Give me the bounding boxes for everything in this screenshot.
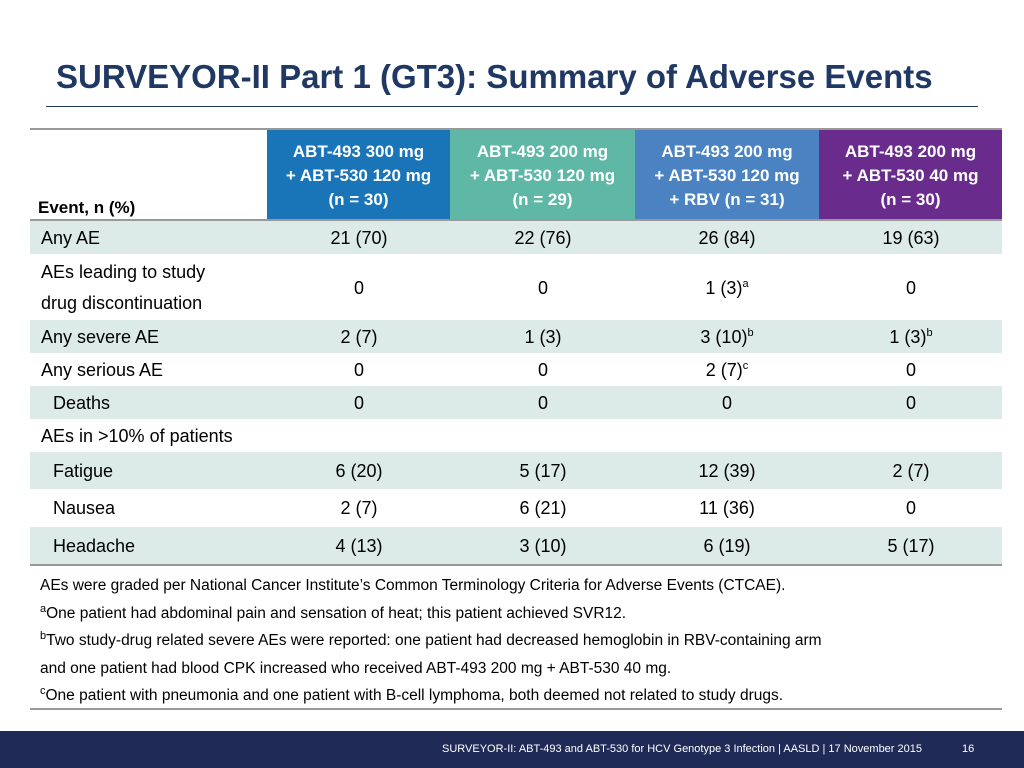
cell-value: 6 (19) — [703, 536, 751, 556]
cell-value: 2 (7) — [340, 498, 378, 518]
footer-bar: SURVEYOR-II: ABT-493 and ABT-530 for HCV… — [0, 731, 1024, 768]
column-header-4-line1: ABT-493 200 mg — [844, 142, 977, 161]
cell-value: 11 (36) — [699, 498, 755, 518]
column-header-1-line1: ABT-493 300 mg — [292, 142, 425, 161]
cell-value-wrap: 2 (7)c — [635, 360, 819, 381]
footnote-b-continued: and one patient had blood CPK increased … — [40, 659, 672, 677]
column-header-4-line2: + ABT-530 40 mg — [842, 166, 979, 185]
column-header-1: ABT-493 300 mg + ABT-530 120 mg (n = 30) — [267, 130, 450, 219]
cell-value: 0 — [721, 393, 732, 413]
column-header-2-line2: + ABT-530 120 mg — [469, 166, 616, 185]
row-label: AEs leading to study — [41, 262, 206, 282]
row-label: AEs in >10% of patients — [41, 426, 233, 446]
cell-value: 6 (20) — [335, 461, 383, 481]
cell-value: 5 (17) — [519, 461, 567, 481]
footnote-b-mark: b — [40, 629, 47, 642]
cell-value: 0 — [353, 360, 364, 380]
cell-value: 1 (3) — [705, 278, 743, 298]
column-header-1-line3: (n = 30) — [328, 190, 389, 209]
cell-value: 0 — [537, 393, 548, 413]
notes-bottom-border — [30, 708, 1002, 710]
cell-value: 3 (10) — [700, 327, 748, 347]
row-label: Any AE — [41, 228, 101, 248]
row-label: Nausea — [53, 498, 116, 518]
cell-value-wrap: 1 (3)b — [819, 327, 1003, 348]
cell-value: 26 (84) — [698, 228, 756, 248]
table-bottom-border — [30, 564, 1002, 566]
column-header-4-line3: (n = 30) — [880, 190, 941, 209]
footnote-marker: a — [742, 278, 749, 290]
table-row: Deaths 0 0 0 0 — [30, 386, 1002, 419]
event-column-header: Event, n (%) — [38, 198, 136, 217]
cell-value: 1 (3) — [524, 327, 562, 347]
cell-value: 0 — [905, 393, 916, 413]
cell-value: 2 (7) — [705, 360, 743, 380]
table-row: AEs in >10% of patients — [30, 419, 1002, 452]
table-row: AEs leading to study drug discontinuatio… — [30, 254, 1002, 320]
column-header-2: ABT-493 200 mg + ABT-530 120 mg (n = 29) — [450, 130, 635, 219]
cell-value: 22 (76) — [514, 228, 572, 248]
column-header-3-line3: + RBV (n = 31) — [669, 190, 785, 209]
cell-value-wrap: 1 (3)a — [635, 278, 819, 299]
cell-value: 1 (3) — [889, 327, 927, 347]
cell-value: 12 (39) — [698, 461, 756, 481]
footnote-ctcae: AEs were graded per National Cancer Inst… — [40, 577, 786, 594]
cell-value: 0 — [353, 278, 364, 298]
row-label: drug discontinuation — [41, 293, 203, 313]
cell-value: 0 — [537, 278, 548, 298]
footer-text: SURVEYOR-II: ABT-493 and ABT-530 for HCV… — [442, 743, 922, 755]
column-header-2-line3: (n = 29) — [512, 190, 573, 209]
page-number: 16 — [962, 743, 975, 755]
cell-value: 0 — [353, 393, 364, 413]
table-row: Any serious AE 0 0 2 (7)c 0 — [30, 353, 1002, 386]
footnote-a: aOne patient had abdominal pain and sens… — [40, 600, 1000, 628]
header-bottom-border — [30, 219, 1002, 221]
row-label: Deaths — [53, 393, 111, 413]
table-row: Headache 4 (13) 3 (10) 6 (19) 5 (17) — [30, 527, 1002, 564]
table-row: Nausea 2 (7) 6 (21) 11 (36) 0 — [30, 489, 1002, 527]
table-row: Any AE 21 (70) 22 (76) 26 (84) 19 (63) — [30, 221, 1002, 254]
table-top-border — [30, 128, 1002, 130]
cell-value: 3 (10) — [519, 536, 567, 556]
column-header-2-line1: ABT-493 200 mg — [476, 142, 609, 161]
footnote-c-text: One patient with pneumonia and one patie… — [45, 687, 784, 704]
footnotes: AEs were graded per National Cancer Inst… — [40, 572, 1000, 710]
cell-value: 4 (13) — [335, 536, 383, 556]
row-label: Any severe AE — [41, 327, 160, 347]
slide-title: SURVEYOR-II Part 1 (GT3): Summary of Adv… — [56, 58, 933, 95]
cell-value: 19 (63) — [882, 228, 940, 248]
row-label: Headache — [53, 536, 136, 556]
cell-value: 2 (7) — [340, 327, 378, 347]
column-header-3-line1: ABT-493 200 mg — [661, 142, 793, 161]
footnote-a-mark: a — [40, 602, 47, 615]
column-header-4: ABT-493 200 mg + ABT-530 40 mg (n = 30) — [819, 130, 1002, 219]
footnote-marker: b — [747, 327, 754, 339]
cell-value: 2 (7) — [892, 461, 930, 481]
footnote-c: cOne patient with pneumonia and one pati… — [40, 682, 1000, 710]
column-header-1-line2: + ABT-530 120 mg — [285, 166, 432, 185]
column-header-3-line2: + ABT-530 120 mg — [654, 166, 800, 185]
row-label: Fatigue — [53, 461, 114, 481]
cell-value: 0 — [905, 278, 916, 298]
cell-value: 0 — [905, 498, 916, 518]
footnote-b: bTwo study-drug related severe AEs were … — [40, 627, 1000, 655]
cell-value: 21 (70) — [330, 228, 388, 248]
footnote-b-text: Two study-drug related severe AEs were r… — [46, 632, 822, 649]
table-row: Fatigue 6 (20) 5 (17) 12 (39) 2 (7) — [30, 452, 1002, 489]
column-header-3: ABT-493 200 mg + ABT-530 120 mg + RBV (n… — [635, 130, 819, 219]
cell-value: 6 (21) — [519, 498, 567, 518]
footnote-c-mark: c — [40, 684, 46, 697]
cell-value: 5 (17) — [887, 536, 935, 556]
footnote-a-text: One patient had abdominal pain and sensa… — [46, 604, 627, 622]
footnote-marker: c — [742, 360, 749, 372]
cell-value: 0 — [537, 360, 548, 380]
footnote-marker: b — [926, 327, 933, 339]
cell-value-wrap: 3 (10)b — [635, 327, 819, 348]
table-row: Any severe AE 2 (7) 1 (3) 3 (10)b 1 (3)b — [30, 320, 1002, 353]
cell-value: 0 — [905, 360, 916, 380]
title-divider — [46, 106, 978, 107]
row-label: Any serious AE — [41, 360, 164, 380]
